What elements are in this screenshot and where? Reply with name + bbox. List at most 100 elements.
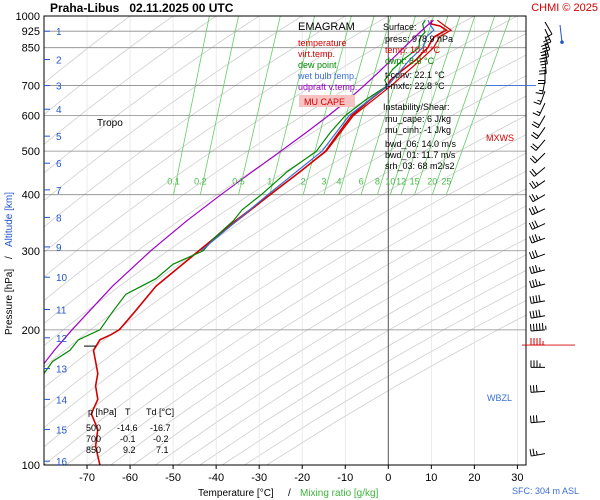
instability-srh-03: srh_03: 68 m2/s2 [385,161,455,171]
wind-barb-flag [531,206,536,214]
wind-barb [528,250,546,260]
temperature-tick-label: -10 [337,472,353,484]
wind-barb-flag [532,323,535,331]
dry-adiabat-line [44,33,526,347]
wind-barb-flag [534,205,539,213]
mixing-ratio-line [238,16,281,195]
tropo-label: Tropo [97,118,123,129]
mixing-ratio-label: 0.1 [167,177,180,187]
wind-barb-half-flag [535,194,539,199]
wind-barb-half-flag [538,281,541,286]
plot-frame [43,15,527,466]
wind-barb-half-flag [538,267,541,272]
legend-title: EMAGRAM [298,21,355,33]
mixing-ratio-label: 8 [375,177,380,187]
instability-bwd-01: bwd_01: 11.7 m/s [385,150,456,160]
wind-barb [529,279,546,289]
wind-barb-flag [532,112,540,117]
wind-barb [528,193,546,203]
wind-barb [533,91,546,105]
dry-adiabat-line [44,134,526,448]
table-header-td: Td [°C] [146,407,174,417]
wind-barb [538,69,546,85]
wind-barb [531,115,546,129]
table-cell-p: 700 [86,434,101,444]
altitude-tick-label: 11 [56,305,67,316]
instability-title: Instability/Shear: [383,102,450,112]
wind-barb-flag [545,33,553,38]
wind-barb [529,384,546,393]
wind-barb-flag [539,72,547,75]
pressure-tick-label: 600 [22,111,40,123]
wind-barb [529,265,546,274]
pressure-tick-label: 700 [22,81,40,93]
wind-barb-flag [530,134,538,140]
wind-barb-half-flag [539,89,544,92]
temperature-tick-label: 30 [511,472,523,484]
wind-barb [528,205,546,216]
wind-barb [529,167,546,177]
mixing-ratio-line [377,16,434,195]
mixing-ratio-label: 12 [396,177,406,187]
surface-tconv: t-conv: 22.1 °C [385,70,445,80]
wind-barb [538,59,547,75]
wind-barb-flag [529,170,535,177]
mixing-ratio-line [269,16,315,195]
dry-adiabat-line [221,285,526,465]
wind-barb-flag [528,208,533,215]
wind-barb-flag [541,56,549,59]
surface-title: Surface: [383,22,417,32]
wind-barb-staff [531,390,546,393]
wind-barb-flag [529,280,532,288]
dry-adiabat-line [44,152,526,465]
wind-barb-staff [533,180,546,190]
table-cell-t: -0.1 [120,434,136,444]
mixing-ratio-label: 20 [427,177,437,187]
sfc-label: SFC: 304 m ASL [512,486,579,496]
wind-barb-flag [544,41,552,46]
mu-cape-badge-bg [299,95,355,107]
instability-bwd-06: bwd_06: 14.0 m/s [385,139,457,149]
wind-barb-staff [544,21,553,35]
wind-barb-flag [533,121,540,126]
altitude-tick-label: 6 [56,159,62,170]
wind-barb [528,234,546,244]
legend-item-virt-temp: virt.temp. [298,49,335,59]
dry-adiabat-line [44,16,346,228]
dry-adiabat-line [177,254,526,465]
temperature-tick-label: -60 [122,472,138,484]
wind-barb-flag [532,448,535,456]
altitude-tick-label: 7 [56,186,62,197]
pressure-tick-label: 200 [22,325,40,337]
wind-barb-staff [544,43,550,57]
credit-label: CHMI © 2025 [531,2,598,14]
wind-barb-flag [529,182,534,189]
altitude-tick-label: 4 [56,105,62,116]
surface-tmxfc: t-mxfc: 22.8 °C [385,81,445,91]
dry-adiabat-line [199,269,526,465]
table-cell-td: -16.7 [150,423,171,433]
xlabel-separator: / [288,488,291,499]
table-cell-p: 500 [86,423,101,433]
wind-barb-flag [532,415,535,423]
altitude-tick-label: 14 [56,395,68,406]
ylabel-pressure: Pressure [hPa] [4,269,15,335]
wind-barb [530,360,545,368]
wind-barb-staff [531,453,546,457]
mxws-label: MXWS [486,133,514,143]
wind-barb-flag [539,60,547,63]
wind-barb-flag [534,250,538,257]
wind-barb-staff [538,102,546,116]
wind-barb-flag [538,294,541,302]
wind-barb-flag [534,265,538,273]
station-time-title: Praha-Libus 02.11.2025 00 UTC [50,1,234,15]
altitude-tick-label: 3 [56,82,62,93]
dry-adiabat-line [155,238,526,465]
wind-barb-flag [531,251,536,258]
mixing-ratio-label: 3 [321,177,326,187]
wind-barb-flag [535,323,538,331]
wind-barb-flag [529,449,532,457]
wind-barb-flag [532,279,535,287]
